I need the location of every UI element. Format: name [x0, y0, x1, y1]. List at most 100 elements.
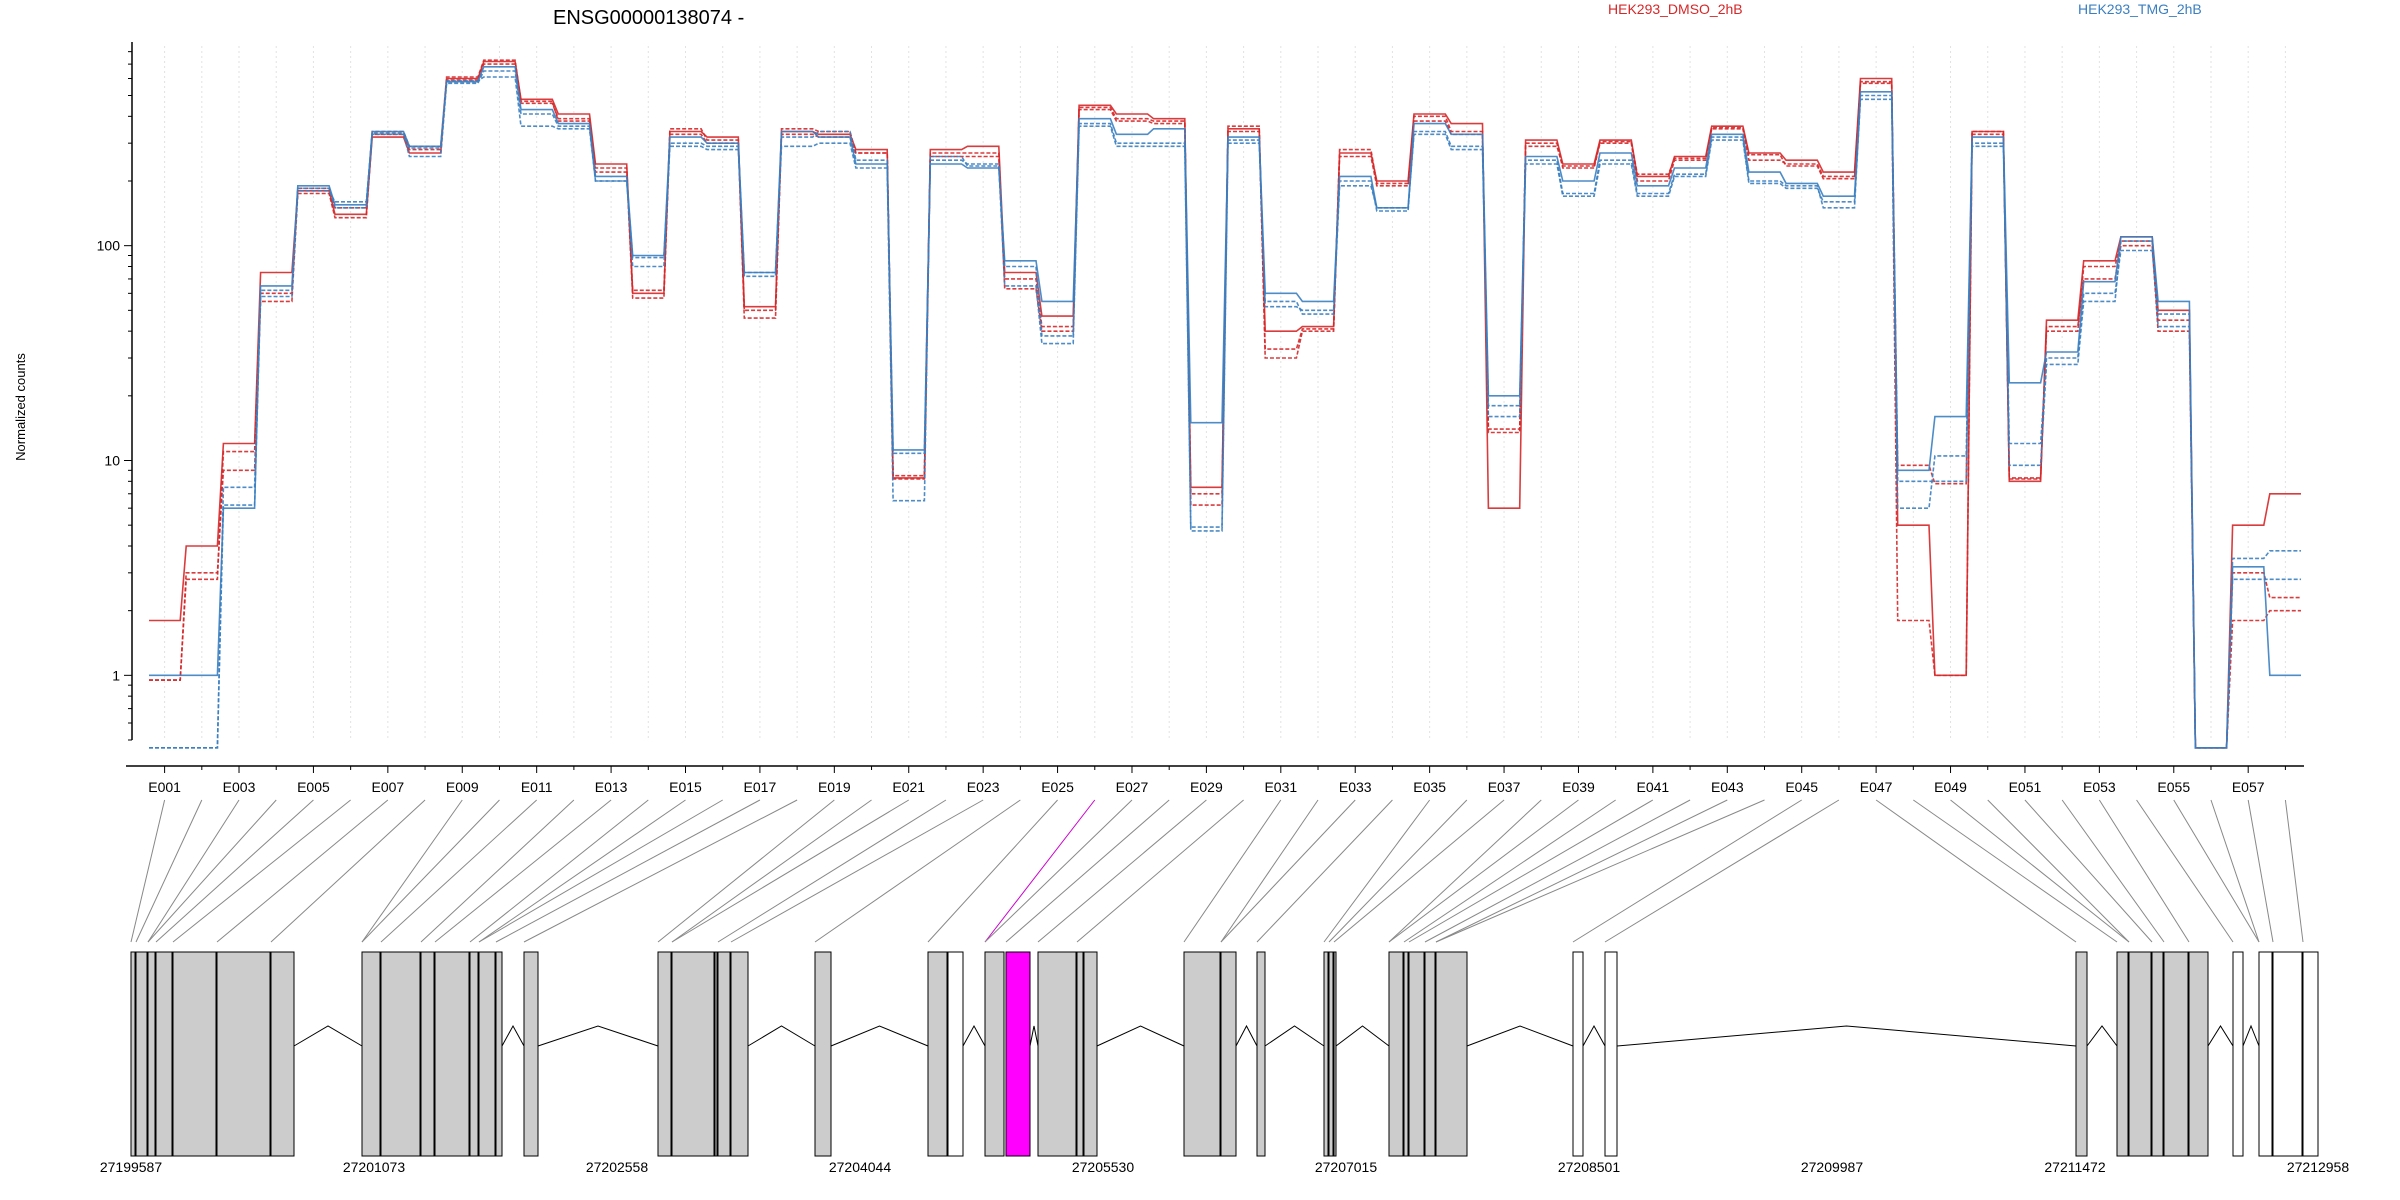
intron-line	[1235, 1024, 1258, 1047]
x-tick-label: E027	[1116, 779, 1149, 795]
intron-line	[2086, 1025, 2118, 1047]
exon-connector	[270, 799, 426, 943]
exon-connector	[135, 799, 203, 943]
x-tick-label: E005	[297, 779, 330, 795]
exon-connector	[147, 799, 240, 943]
intron-line	[962, 1024, 986, 1047]
exon-block	[730, 951, 749, 1157]
gene-model	[130, 951, 2319, 1157]
exon-block	[478, 951, 496, 1157]
exon-connector	[814, 799, 1021, 943]
series-line	[149, 60, 2301, 749]
x-tick-label: E037	[1488, 779, 1521, 795]
grid-lines	[164, 46, 2286, 740]
exon-block	[1037, 951, 1077, 1157]
exon-connector	[469, 799, 649, 943]
exon-connector	[1037, 799, 1207, 943]
genomic-coordinate-label: 27209987	[1801, 1159, 1864, 1175]
intron-line	[1029, 1025, 1039, 1047]
exon-connector	[216, 799, 389, 943]
x-tick-label: E031	[1264, 779, 1297, 795]
genomic-coordinate-label: 27201073	[343, 1159, 406, 1175]
exon-connector	[1435, 799, 1765, 943]
x-tick-label: E015	[669, 779, 702, 795]
exon-connector	[420, 799, 575, 943]
y-tick-label: 100	[97, 238, 121, 254]
x-tick-label: E043	[1711, 779, 1744, 795]
exon-block	[1403, 951, 1409, 1157]
genomic-coordinate-labels: 27199587 27201073 27202558 27204044 27205530…	[100, 1159, 2350, 1175]
exon-block	[270, 951, 295, 1157]
exon-connector	[984, 799, 1133, 943]
exon-block	[717, 951, 731, 1157]
exon-block	[1424, 951, 1436, 1157]
exon-block	[523, 951, 539, 1157]
intron-line	[1616, 1025, 2077, 1047]
exon-connector	[2024, 799, 2153, 943]
intron-line	[1264, 1025, 1325, 1047]
exon-block	[984, 951, 1005, 1157]
exon-connector	[1913, 799, 2118, 943]
genomic-coordinate-label: 27212958	[2287, 1159, 2350, 1175]
exon-block	[1183, 951, 1221, 1157]
x-tick-label: E017	[744, 779, 777, 795]
exon-connector	[1076, 799, 1244, 943]
exon-block	[1604, 951, 1618, 1157]
exon-connector	[2284, 799, 2304, 943]
exon-connector	[147, 799, 277, 943]
exon-connector	[1220, 799, 1356, 943]
exon-connector	[523, 799, 798, 943]
x-tick-label: E039	[1562, 779, 1595, 795]
exon-connector	[1950, 799, 2130, 943]
series-line	[149, 63, 2301, 749]
intron-line	[1466, 1025, 1574, 1047]
y-tick-label: 1	[112, 667, 120, 683]
x-tick-label: E041	[1637, 779, 1670, 795]
exon-connector	[478, 799, 686, 943]
exon-connector	[1256, 799, 1393, 943]
intron-line	[537, 1025, 659, 1047]
exon-block	[147, 951, 156, 1157]
exon-connector	[1328, 799, 1468, 943]
exon-block	[216, 951, 271, 1157]
exon-connector	[1220, 799, 1319, 943]
exon-block	[2302, 951, 2319, 1157]
exon-connector	[172, 799, 351, 943]
x-tick-label: E035	[1413, 779, 1446, 795]
x-tick-label: E055	[2157, 779, 2190, 795]
x-tick-label: E057	[2232, 779, 2265, 795]
exon-block	[2188, 951, 2209, 1157]
exon-connector	[2210, 799, 2260, 943]
exon-block	[1333, 951, 1337, 1157]
exon-connector	[361, 799, 500, 943]
exon-block	[361, 951, 381, 1157]
exon-block	[1323, 951, 1329, 1157]
exon-block	[2232, 951, 2244, 1157]
x-tick-label: E019	[818, 779, 851, 795]
genomic-coordinate-label: 27211472	[2044, 1159, 2105, 1175]
exon-connector	[1875, 799, 2077, 943]
exon-connector	[1604, 799, 1840, 943]
exon-connector	[657, 799, 835, 943]
x-tick-label: E033	[1339, 779, 1372, 795]
x-tick-label: E009	[446, 779, 479, 795]
exon-block	[1435, 951, 1468, 1157]
exon-connector	[130, 799, 166, 943]
exon-connector-lines	[130, 799, 2304, 943]
exon-connector	[1424, 799, 1691, 943]
x-tick-label: E021	[892, 779, 925, 795]
exon-block	[2151, 951, 2164, 1157]
exon-block	[1083, 951, 1098, 1157]
x-tick-label: E053	[2083, 779, 2116, 795]
exon-connector	[380, 799, 538, 943]
exon-connector	[1323, 799, 1431, 943]
exon-block	[1220, 951, 1237, 1157]
exon-block	[1408, 951, 1425, 1157]
exon-block	[130, 951, 136, 1157]
x-tick-label: E013	[595, 779, 628, 795]
x-tick-label: E007	[371, 779, 404, 795]
exon-block	[2272, 951, 2303, 1157]
legend-entry-dmso: HEK293_DMSO_2hB	[1608, 1, 1743, 17]
intron-line	[1582, 1024, 1606, 1047]
genomic-coordinate-label: 27202558	[586, 1159, 649, 1175]
